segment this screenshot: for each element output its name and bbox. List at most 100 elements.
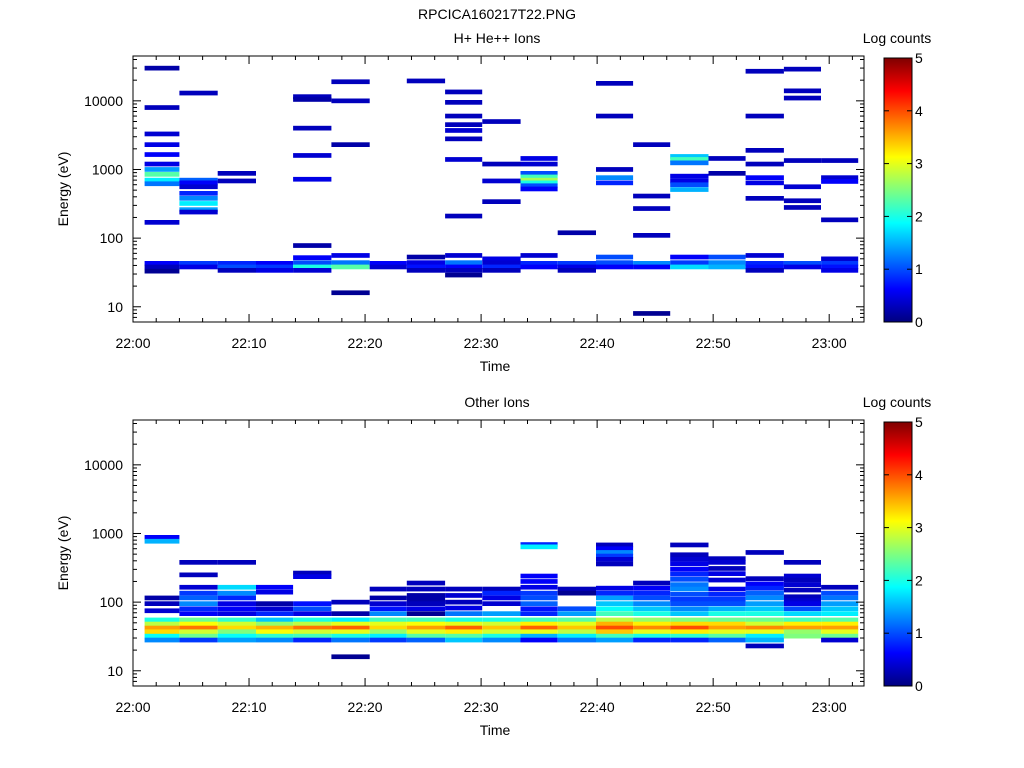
- heatmap-cell: [217, 261, 256, 266]
- heatmap-cell: [256, 611, 294, 616]
- heatmap-cell: [293, 621, 332, 627]
- x-tick-label: 22:30: [464, 335, 499, 351]
- heatmap-cell: [144, 131, 180, 137]
- heatmap-cell: [633, 193, 671, 199]
- heatmap-cell: [520, 261, 558, 266]
- heatmap-cell: [144, 142, 180, 147]
- heatmap-cell: [445, 621, 483, 627]
- heatmap-cell: [745, 633, 784, 639]
- heatmap-cell: [633, 601, 671, 606]
- x-tick-label: 22:10: [232, 335, 267, 351]
- heatmap-cell: [179, 584, 218, 590]
- y-tick-label: 10000: [84, 93, 123, 109]
- colorbar-tick-label: 4: [915, 467, 923, 483]
- heatmap-cell: [179, 90, 218, 96]
- heatmap-cell: [670, 637, 709, 643]
- heatmap-cell: [217, 268, 256, 273]
- heatmap-cell: [331, 625, 370, 631]
- heatmap-cell: [144, 621, 180, 627]
- heatmap-cell: [670, 617, 709, 623]
- heatmap-cell: [331, 621, 370, 627]
- heatmap-cell: [557, 586, 596, 592]
- heatmap-cell: [256, 264, 294, 270]
- heatmap-cell: [179, 633, 218, 639]
- heatmap-cell: [708, 566, 746, 571]
- heatmap-cell: [821, 256, 859, 262]
- heatmap-cell: [369, 261, 407, 266]
- heatmap-cell: [144, 629, 180, 635]
- heatmap-cell: [256, 617, 294, 623]
- heatmap-cell: [821, 611, 859, 616]
- heatmap-cell: [144, 181, 180, 187]
- heatmap-cell: [406, 580, 446, 586]
- heatmap-cell: [144, 105, 180, 110]
- heatmap-cell: [406, 617, 446, 623]
- heatmap-cell: [670, 577, 709, 582]
- heatmap-cell: [445, 637, 483, 643]
- heatmap-cell: [520, 156, 558, 161]
- heatmap-cell: [821, 261, 859, 266]
- heatmap-cell: [445, 100, 483, 105]
- heatmap-cell: [633, 233, 671, 238]
- heatmap-cell: [708, 625, 746, 631]
- heatmap-cell: [256, 589, 294, 595]
- heatmap-cell: [406, 625, 446, 631]
- heatmap-cell: [745, 68, 784, 74]
- heatmap-cell: [482, 625, 521, 631]
- heatmap-cell: [708, 629, 746, 635]
- heatmap-cell: [369, 606, 407, 612]
- heatmap-cell: [406, 633, 446, 639]
- heatmap-cell: [821, 179, 859, 184]
- heatmap-cell: [520, 611, 558, 616]
- heatmap-cell: [596, 167, 634, 172]
- heatmap-cell: [482, 199, 521, 204]
- heatmap-cell: [745, 625, 784, 631]
- heatmap-cell: [331, 637, 370, 643]
- heatmap-cell: [144, 261, 180, 266]
- heatmap-cell: [520, 606, 558, 612]
- heatmap-cell: [596, 611, 634, 616]
- heatmap-cell: [821, 158, 859, 163]
- heatmap-cell: [144, 152, 180, 157]
- heatmap-cell: [670, 597, 709, 602]
- heatmap-cell: [596, 606, 634, 612]
- heatmap-cell: [633, 637, 671, 643]
- heatmap-cell: [670, 586, 709, 592]
- heatmap-cell: [670, 160, 709, 166]
- heatmap-cells: [144, 65, 859, 316]
- heatmap-cell: [596, 557, 634, 562]
- heatmap-cell: [745, 611, 784, 616]
- heatmap-cell: [144, 161, 180, 167]
- heatmap-cell: [633, 590, 671, 596]
- heatmap-cell: [217, 590, 256, 596]
- colorbar-tick-label: 2: [915, 208, 923, 224]
- heatmap-cell: [670, 561, 709, 567]
- heatmap-cell: [520, 621, 558, 627]
- plot-frame: [132, 55, 865, 323]
- heatmap-cell: [293, 268, 332, 273]
- heatmap-cell: [293, 97, 332, 102]
- heatmap-cell: [670, 260, 709, 265]
- heatmap-cell: [445, 605, 483, 611]
- heatmap-cell: [331, 654, 370, 660]
- heatmap-cell: [596, 637, 634, 643]
- heatmap-cell: [217, 171, 256, 176]
- x-tick-label: 22:50: [696, 699, 731, 715]
- heatmap-cell: [179, 560, 218, 565]
- heatmap-cell: [445, 272, 483, 278]
- x-tick-label: 22:00: [115, 335, 150, 351]
- heatmap-cell: [821, 590, 859, 596]
- heatmap-cell: [708, 260, 746, 265]
- panel-title: H+ He++ Ions: [454, 30, 541, 46]
- heatmap-cell: [670, 621, 709, 627]
- heatmap-cell: [596, 629, 634, 635]
- heatmap-cell: [783, 66, 821, 72]
- heatmap-cell: [821, 264, 859, 270]
- heatmap-cell: [369, 621, 407, 627]
- heatmap-cell: [520, 174, 558, 180]
- heatmap-cell: [708, 601, 746, 606]
- heatmap-cell: [821, 625, 859, 631]
- heatmap-cell: [179, 184, 218, 190]
